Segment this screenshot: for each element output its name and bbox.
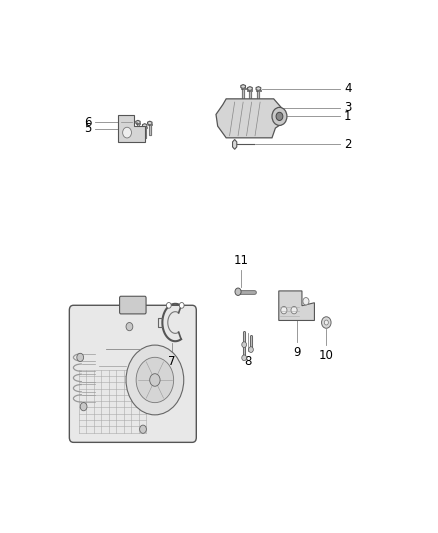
FancyBboxPatch shape — [69, 305, 196, 442]
Circle shape — [324, 320, 328, 325]
Polygon shape — [247, 87, 252, 91]
Polygon shape — [279, 291, 314, 320]
Polygon shape — [255, 108, 260, 112]
Circle shape — [140, 425, 146, 433]
Circle shape — [291, 306, 297, 314]
Text: 1: 1 — [344, 110, 351, 123]
Polygon shape — [148, 124, 152, 125]
Polygon shape — [256, 90, 261, 91]
Circle shape — [150, 374, 160, 386]
FancyBboxPatch shape — [120, 296, 146, 314]
Text: 8: 8 — [244, 355, 251, 368]
Text: 4: 4 — [344, 82, 351, 95]
Polygon shape — [251, 110, 253, 122]
Polygon shape — [258, 91, 259, 103]
Text: 5: 5 — [84, 122, 92, 135]
Circle shape — [242, 342, 247, 348]
Polygon shape — [256, 87, 261, 91]
Circle shape — [166, 303, 171, 308]
Polygon shape — [148, 121, 152, 125]
Polygon shape — [142, 124, 147, 127]
Circle shape — [272, 107, 287, 125]
Circle shape — [77, 353, 84, 361]
Polygon shape — [249, 109, 254, 110]
Text: 6: 6 — [84, 116, 92, 129]
Polygon shape — [233, 140, 237, 149]
Text: 9: 9 — [293, 346, 300, 359]
Polygon shape — [241, 85, 245, 88]
Circle shape — [235, 288, 241, 295]
Circle shape — [249, 347, 253, 352]
Polygon shape — [216, 99, 284, 138]
Polygon shape — [242, 89, 244, 101]
Polygon shape — [255, 111, 260, 112]
Polygon shape — [137, 124, 139, 135]
Text: 11: 11 — [234, 254, 249, 267]
Polygon shape — [241, 88, 246, 89]
Polygon shape — [142, 127, 147, 128]
Polygon shape — [117, 115, 145, 142]
Text: 2: 2 — [344, 138, 351, 151]
Polygon shape — [149, 125, 151, 135]
Circle shape — [276, 112, 283, 120]
Circle shape — [136, 357, 173, 402]
Polygon shape — [257, 112, 259, 124]
Circle shape — [303, 297, 309, 305]
Circle shape — [321, 317, 331, 328]
Circle shape — [281, 306, 287, 314]
Polygon shape — [249, 91, 251, 103]
Circle shape — [80, 402, 87, 411]
Circle shape — [123, 127, 131, 138]
Circle shape — [126, 322, 133, 330]
Polygon shape — [144, 128, 145, 138]
Circle shape — [179, 303, 184, 308]
Polygon shape — [247, 90, 252, 91]
Text: 3: 3 — [344, 101, 351, 115]
Polygon shape — [136, 120, 140, 124]
Text: 7: 7 — [168, 356, 176, 368]
Circle shape — [126, 345, 184, 415]
Polygon shape — [249, 106, 254, 110]
Circle shape — [242, 355, 247, 361]
Text: 10: 10 — [319, 349, 334, 362]
